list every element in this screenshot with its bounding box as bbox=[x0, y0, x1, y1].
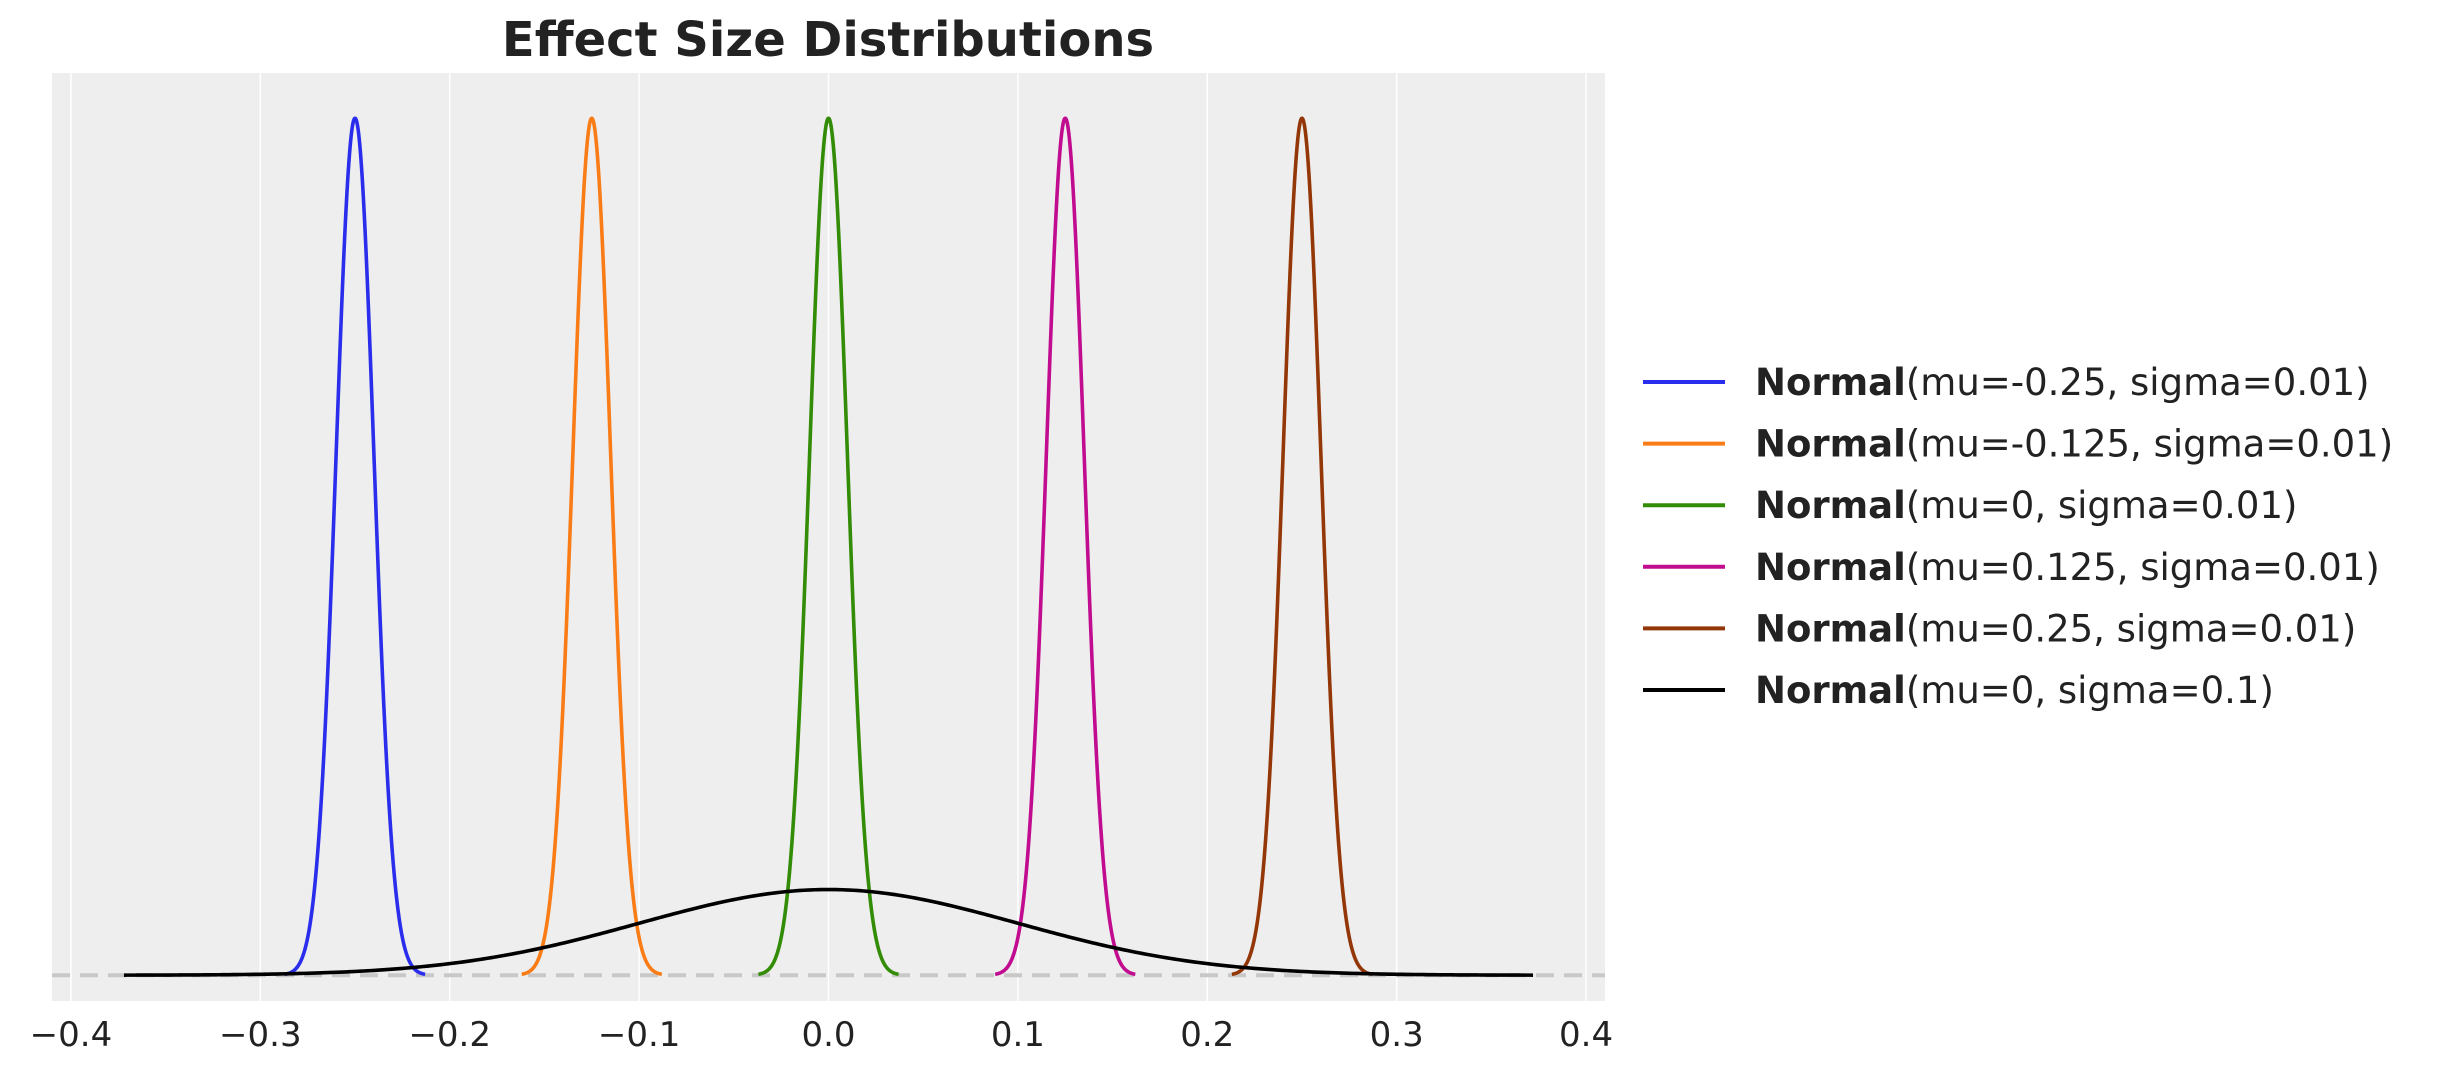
legend-label-5: Normal(mu=0, sigma=0.1) bbox=[1755, 669, 2274, 712]
legend-label-bold: Normal bbox=[1755, 607, 1906, 650]
legend-label-1: Normal(mu=-0.125, sigma=0.01) bbox=[1755, 423, 2393, 466]
legend-label-bold: Normal bbox=[1755, 546, 1906, 589]
x-tick-label: −0.4 bbox=[30, 1015, 113, 1055]
series-line-1 bbox=[520, 116, 664, 977]
legend-label-4: Normal(mu=0.25, sigma=0.01) bbox=[1755, 607, 2356, 650]
legend-label-params: (mu=0, sigma=0.1) bbox=[1906, 669, 2274, 712]
chart-title: Effect Size Distributions bbox=[502, 12, 1154, 68]
series-line-0 bbox=[283, 116, 427, 977]
x-tick-label: −0.1 bbox=[598, 1015, 681, 1055]
legend-label-3: Normal(mu=0.125, sigma=0.01) bbox=[1755, 546, 2380, 589]
series-line-4 bbox=[1230, 116, 1374, 977]
legend-label-bold: Normal bbox=[1755, 423, 1906, 466]
x-tick-label: −0.2 bbox=[408, 1015, 491, 1055]
series-line-3 bbox=[993, 116, 1137, 977]
legend-label-params: (mu=0.25, sigma=0.01) bbox=[1906, 607, 2356, 650]
x-tick-label: 0.4 bbox=[1559, 1015, 1613, 1055]
legend-label-bold: Normal bbox=[1755, 361, 1906, 404]
series-line-5 bbox=[123, 887, 1534, 977]
legend-label-0: Normal(mu=-0.25, sigma=0.01) bbox=[1755, 361, 2370, 404]
x-tick-label: 0.3 bbox=[1370, 1015, 1424, 1055]
legend-label-params: (mu=-0.125, sigma=0.01) bbox=[1906, 423, 2393, 466]
x-axis-ticks: −0.4 −0.3 −0.2 −0.1 0.0 0.1 0.2 0.3 0.4 bbox=[30, 1015, 1613, 1055]
legend-label-bold: Normal bbox=[1755, 669, 1906, 712]
series-line-2 bbox=[756, 116, 901, 977]
legend-label-params: (mu=0, sigma=0.01) bbox=[1906, 484, 2298, 527]
legend-label-2: Normal(mu=0, sigma=0.01) bbox=[1755, 484, 2297, 527]
legend-label-params: (mu=0.125, sigma=0.01) bbox=[1906, 546, 2380, 589]
legend: Normal(mu=-0.25, sigma=0.01)Normal(mu=-0… bbox=[1643, 361, 2393, 712]
x-tick-label: −0.3 bbox=[219, 1015, 302, 1055]
grid-lines bbox=[70, 73, 1587, 1001]
series-lines bbox=[123, 116, 1534, 977]
x-tick-label: 0.1 bbox=[991, 1015, 1045, 1055]
x-tick-label: 0.2 bbox=[1180, 1015, 1234, 1055]
x-tick-label: 0.0 bbox=[801, 1015, 855, 1055]
legend-label-bold: Normal bbox=[1755, 484, 1906, 527]
legend-label-params: (mu=-0.25, sigma=0.01) bbox=[1906, 361, 2370, 404]
